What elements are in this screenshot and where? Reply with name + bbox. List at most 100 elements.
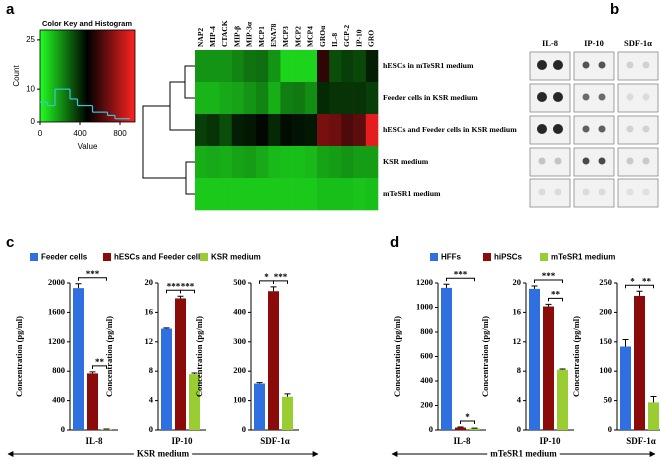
- heatmap-cell: [268, 82, 281, 115]
- heatmap-cell: [207, 82, 220, 115]
- legend-label: KSR medium: [211, 253, 261, 262]
- bar: [87, 373, 98, 430]
- blot-dot: [626, 61, 634, 69]
- heatmap-cell: [243, 178, 257, 211]
- category-label: IL-8: [453, 436, 471, 446]
- significance-bracket: [273, 280, 288, 284]
- x-axis-label: KSR medium: [137, 449, 190, 459]
- blot-box: [617, 83, 659, 113]
- heatmap-cell: [365, 114, 379, 147]
- heatmap-cell: [256, 50, 269, 83]
- blot-dot: [553, 92, 563, 102]
- significance-bracket: [639, 284, 654, 289]
- error-bar: [559, 368, 566, 370]
- heatmap-cell: [329, 178, 342, 211]
- category-label: SDF-1α: [260, 436, 290, 446]
- y-tick-label: 600: [420, 350, 433, 360]
- heatmap-cell: [292, 178, 306, 211]
- heatmap-cell: [219, 50, 232, 83]
- bar: [648, 402, 659, 430]
- y-tick-label: 4: [517, 395, 522, 405]
- error-bar: [163, 327, 170, 329]
- blot-header: SDF-1α: [624, 38, 652, 48]
- heatmap-cell: [317, 146, 330, 179]
- significance-bracket: [534, 279, 563, 283]
- heatmap-cell: [207, 50, 220, 83]
- heatmap-cell: [353, 114, 367, 147]
- dendrogram-branch: [185, 161, 195, 195]
- heatmap-cell: [231, 82, 245, 115]
- significance-label: *: [630, 276, 635, 286]
- y-tick-label: 0: [517, 424, 521, 434]
- heatmap-cell: [353, 178, 367, 211]
- significance-label: **: [642, 276, 652, 286]
- heatmap-cell: [195, 178, 208, 211]
- y-axis-label: Count: [12, 65, 21, 87]
- y-axis-label: Concentration (pg/ml): [194, 316, 204, 397]
- heatmap-cell: [292, 114, 306, 147]
- error-bar: [75, 283, 82, 289]
- heatmap-cell: [268, 50, 281, 83]
- error-bar: [270, 286, 277, 292]
- heatmap-cell: [243, 82, 257, 115]
- bar: [469, 428, 480, 430]
- significance-label: **: [95, 357, 105, 367]
- significance-label: ***: [181, 281, 195, 291]
- color-key-title: Color Key and Histogram: [42, 19, 132, 28]
- y-tick-label: 500: [233, 277, 246, 287]
- x-tick-label: 0: [38, 129, 43, 138]
- blot-dot: [553, 60, 563, 70]
- blot-dot: [582, 125, 590, 133]
- significance-bracket: [92, 365, 107, 369]
- significance-bracket: [446, 277, 475, 282]
- heatmap-cell: [292, 146, 306, 179]
- bar: [441, 287, 452, 430]
- bar: [101, 429, 112, 430]
- blot-dot: [582, 157, 590, 165]
- y-tick-label: 16: [145, 306, 154, 316]
- blot-dot: [582, 61, 590, 69]
- column-label: ENA78: [269, 23, 278, 47]
- y-tick-label: 2000: [48, 277, 65, 287]
- column-label: MCP4: [306, 26, 315, 47]
- heatmap-cell: [329, 114, 342, 147]
- heatmap-cell: [292, 50, 306, 83]
- blot-box: [573, 178, 615, 208]
- y-tick-label: 8: [517, 365, 521, 375]
- blot-dot: [554, 188, 562, 196]
- heatmap-cell: [256, 178, 269, 211]
- heatmap-cell: [280, 146, 293, 179]
- y-tick-label: 20: [145, 277, 154, 287]
- y-tick-label: 20: [513, 277, 522, 287]
- column-label: MIP-β: [232, 26, 241, 47]
- heatmap-cell: [280, 82, 293, 115]
- blot-dot: [626, 188, 634, 196]
- bar: [189, 374, 200, 430]
- y-tick-label: 1200: [416, 277, 433, 287]
- column-label: MCP3: [281, 26, 290, 47]
- panel-label: c: [6, 234, 14, 251]
- blot-box: [573, 147, 615, 177]
- heatmap-cell: [341, 50, 354, 83]
- heatmap-cell: [341, 146, 354, 179]
- heatmap-cell: [256, 114, 269, 147]
- blot-box: [573, 83, 615, 113]
- heatmap-cell: [280, 50, 293, 83]
- blot-dot: [626, 157, 634, 165]
- column-label: IL-8: [330, 33, 339, 47]
- bar: [268, 291, 279, 430]
- significance-label: ***: [274, 272, 288, 282]
- heatmap-cell: [304, 114, 318, 147]
- dendrogram-branch: [142, 105, 186, 179]
- column-label: GRO: [367, 30, 376, 47]
- heatmap-cell: [219, 178, 232, 211]
- heatmap-cell: [243, 146, 257, 179]
- heatmap-cell: [243, 114, 257, 147]
- column-label: MCP1: [257, 26, 266, 47]
- y-tick-label: 16: [513, 306, 522, 316]
- bar: [254, 383, 265, 430]
- blot-dot: [598, 93, 606, 101]
- column-label: MCP2: [293, 26, 302, 47]
- error-bar: [622, 338, 629, 347]
- row-label: mTeSR1 medium: [383, 189, 441, 198]
